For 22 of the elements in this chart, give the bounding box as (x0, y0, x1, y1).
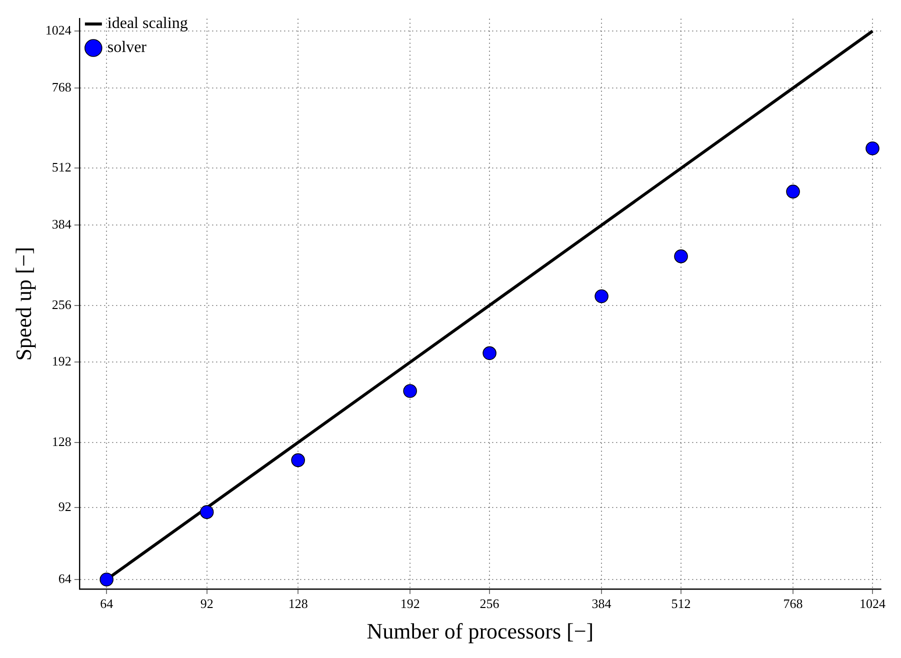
x-axis-title: Number of processors [−] (366, 618, 594, 644)
x-tick-label: 1024 (860, 596, 886, 612)
y-tick-label: 256 (52, 296, 72, 312)
y-tick-label: 1024 (45, 22, 72, 38)
y-tick-label: 768 (52, 79, 72, 94)
x-tick-label: 128 (288, 596, 308, 612)
x-tick-label: 512 (671, 596, 691, 612)
x-tick-label: 92 (200, 596, 214, 612)
y-tick-label: 192 (52, 354, 72, 369)
legend-label: ideal scaling (107, 15, 188, 32)
y-tick-label: 128 (52, 434, 72, 449)
y-axis-title: Speed up [−] (10, 246, 36, 361)
x-tick-label: 192 (400, 596, 420, 612)
x-tick-label: 768 (783, 596, 803, 612)
y-tick-label: 384 (52, 216, 72, 232)
y-tick-label: 92 (58, 499, 72, 514)
x-tick-label: 64 (100, 596, 114, 612)
x-tick-label: 256 (480, 596, 500, 612)
y-tick-label: 64 (58, 570, 72, 586)
legend-label: solver (107, 39, 148, 56)
x-tick-label: 384 (592, 596, 612, 612)
y-tick-label: 512 (52, 160, 72, 175)
